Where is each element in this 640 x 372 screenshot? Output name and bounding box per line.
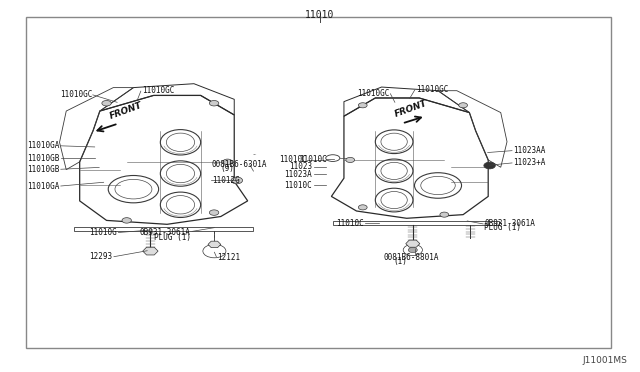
Text: 0081B6-8801A: 0081B6-8801A [384, 253, 440, 262]
Text: 11012G: 11012G [212, 176, 240, 185]
Text: 11010GC: 11010GC [356, 89, 389, 97]
Text: 0081B6-6301A: 0081B6-6301A [211, 160, 267, 169]
Text: 11010: 11010 [305, 10, 335, 20]
Circle shape [408, 247, 417, 253]
Text: 11010C: 11010C [336, 219, 364, 228]
Polygon shape [208, 241, 221, 248]
Circle shape [358, 103, 367, 108]
Text: 11023+A: 11023+A [513, 158, 546, 167]
Circle shape [231, 177, 243, 184]
Circle shape [122, 218, 131, 223]
Circle shape [346, 157, 355, 163]
Text: J11001MS: J11001MS [582, 356, 627, 365]
Circle shape [484, 162, 495, 169]
Text: PLUG (1): PLUG (1) [484, 223, 522, 232]
Circle shape [102, 100, 111, 106]
Text: 11010GB: 11010GB [27, 165, 60, 174]
Text: 11010GC: 11010GC [416, 85, 449, 94]
Text: 11010C: 11010C [280, 155, 307, 164]
Text: 11010GA: 11010GA [27, 141, 60, 150]
Circle shape [223, 159, 232, 164]
Text: 0B931-3061A: 0B931-3061A [140, 228, 191, 237]
Text: 11023: 11023 [289, 162, 312, 171]
Circle shape [459, 103, 467, 108]
Text: FRONT: FRONT [394, 99, 429, 119]
Circle shape [358, 205, 367, 210]
Polygon shape [143, 247, 158, 255]
Text: 12293: 12293 [90, 252, 113, 261]
Text: 11010GA: 11010GA [27, 182, 60, 190]
Text: 11010GC: 11010GC [60, 90, 92, 99]
Text: 12121: 12121 [218, 253, 241, 262]
Text: 11010C: 11010C [299, 155, 326, 164]
Circle shape [440, 212, 449, 217]
Text: 11010C: 11010C [285, 181, 312, 190]
Text: FRONT: FRONT [109, 101, 144, 121]
Text: 11023AA: 11023AA [513, 146, 546, 155]
Text: 11010G: 11010G [90, 228, 117, 237]
Text: 11023A: 11023A [285, 170, 312, 179]
Circle shape [209, 100, 219, 106]
Text: (1): (1) [393, 257, 407, 266]
Text: 0B931-3061A: 0B931-3061A [484, 219, 535, 228]
Text: (9): (9) [220, 164, 234, 173]
Text: 11010GC: 11010GC [142, 86, 175, 95]
Text: 11010GB: 11010GB [27, 154, 60, 163]
Circle shape [209, 210, 219, 215]
Bar [26, 17, 611, 348]
Polygon shape [406, 240, 420, 247]
Text: PLUG (1): PLUG (1) [154, 233, 191, 242]
